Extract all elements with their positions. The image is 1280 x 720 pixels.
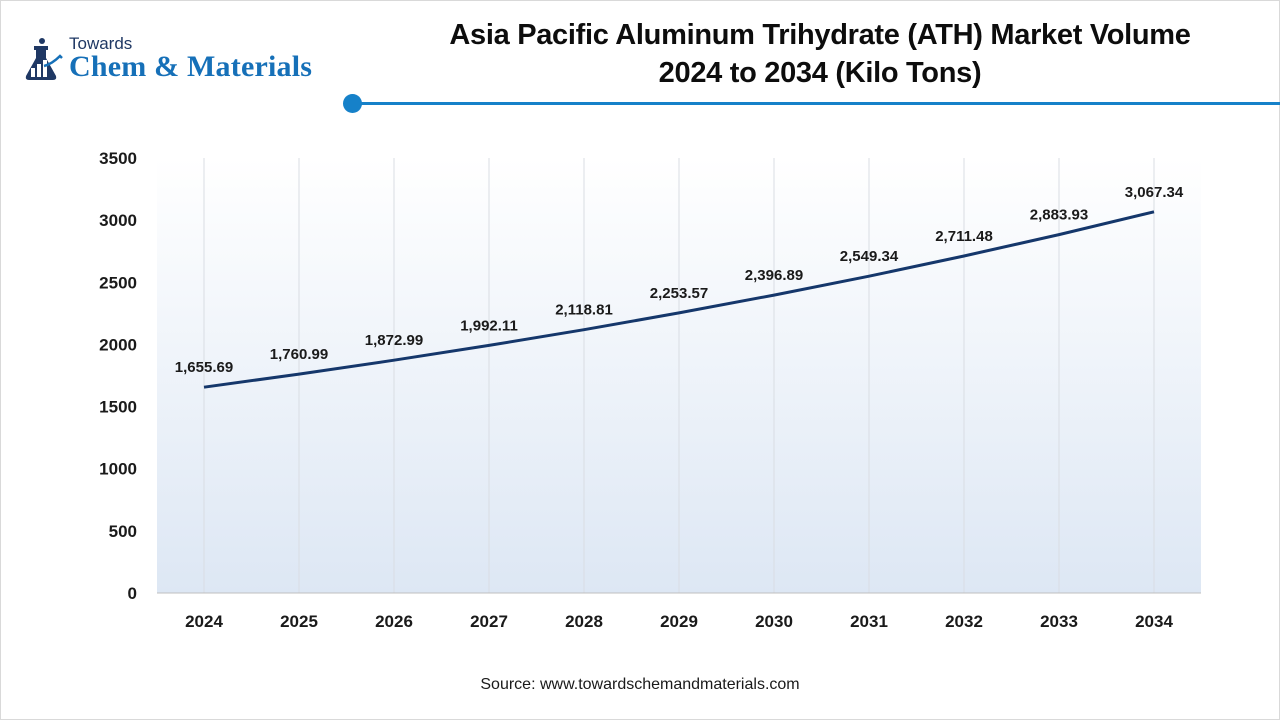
y-tick-label: 1000	[99, 460, 137, 479]
source-note: Source: www.towardschemandmaterials.com	[480, 676, 800, 693]
x-tick-label: 2033	[1040, 612, 1078, 631]
line-chart: 0 500 1000 1500 2000 2500 3000 3500 2024 2025 202…	[99, 149, 1201, 631]
x-tick-label: 2028	[565, 612, 603, 631]
x-tick-label: 2031	[850, 612, 888, 631]
x-tick-label: 2032	[945, 612, 983, 631]
chart-title: Asia Pacific Aluminum Trihydrate (ATH) M…	[400, 16, 1240, 92]
series-line	[203, 210, 1155, 389]
chart-title-line-2: 2024 to 2034 (Kilo Tons)	[658, 57, 982, 89]
data-label: 2,253.57	[650, 285, 708, 302]
y-tick-label: 0	[128, 584, 137, 603]
x-tick-label: 2030	[755, 612, 793, 631]
data-label: 1,655.69	[175, 359, 233, 376]
brand-logo[interactable]: Towards Chem & Materials	[22, 34, 342, 86]
chart-title-line-1: Asia Pacific Aluminum Trihydrate (ATH) M…	[449, 19, 1191, 51]
title-divider	[356, 102, 1280, 105]
data-label: 2,549.34	[840, 248, 899, 265]
data-label: 2,118.81	[555, 302, 613, 319]
x-tick-label: 2024	[185, 612, 223, 631]
data-label: 2,711.48	[935, 228, 993, 245]
y-tick-label: 2500	[99, 273, 137, 292]
data-label: 1,872.99	[365, 332, 423, 349]
brand-name-main: Chem & Materials	[69, 50, 313, 83]
y-tick-label: 2000	[99, 335, 137, 354]
data-label: 3,067.34	[1125, 184, 1184, 201]
y-tick-label: 3000	[99, 211, 137, 230]
y-tick-label: 3500	[99, 149, 137, 168]
x-tick-label: 2025	[280, 612, 318, 631]
x-tick-label: 2029	[660, 612, 698, 631]
data-label: 2,396.89	[745, 267, 803, 284]
flask-chart-icon	[25, 38, 63, 80]
title-divider-dot	[343, 94, 362, 113]
data-label: 2,883.93	[1030, 207, 1088, 224]
x-tick-label: 2027	[470, 612, 508, 631]
y-tick-label: 500	[109, 522, 137, 541]
y-tick-label: 1500	[99, 398, 137, 417]
data-label: 1,760.99	[270, 346, 328, 363]
brand-name-top: Towards	[69, 34, 133, 53]
data-label: 1,992.11	[460, 317, 518, 334]
x-tick-label: 2026	[375, 612, 413, 631]
x-tick-label: 2034	[1135, 612, 1173, 631]
